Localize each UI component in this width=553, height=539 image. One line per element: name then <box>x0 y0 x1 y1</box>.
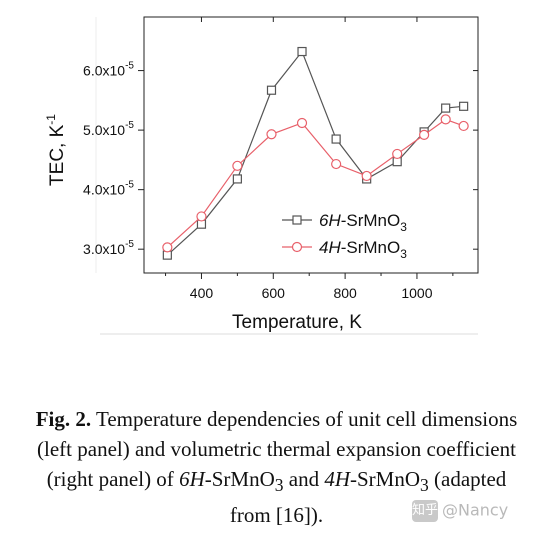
data-point-circle <box>196 211 207 222</box>
data-point-circle <box>331 158 342 170</box>
data-point-circle <box>266 129 277 140</box>
data-point-square <box>297 46 307 57</box>
y-tick-label: 5.0x10-5 <box>83 120 134 138</box>
y-tick-label: 6.0x10-5 <box>83 61 134 79</box>
y-tick-label: 4.0x10-5 <box>83 180 134 198</box>
x-tick-label: 800 <box>333 285 357 301</box>
legend-marker-circle <box>291 241 303 253</box>
y-axis-title: TEC, K-1 <box>44 114 68 186</box>
x-tick-label: 400 <box>190 285 214 301</box>
caption-species-2-sub: 3 <box>420 475 429 496</box>
data-point-circle <box>392 148 403 160</box>
series-line-2 <box>166 118 464 248</box>
legend-label: 6H-SrMnO3 <box>319 211 407 234</box>
data-point-circle <box>419 129 430 140</box>
data-point-circle <box>232 160 243 171</box>
data-point-square <box>459 101 469 111</box>
plot-frame <box>143 16 479 274</box>
tec-chart: 400 600 800 1000 3.0x10-5 4.0x10-5 5.0x10-5 6.0… <box>44 16 479 335</box>
caption-text-3: (adapted from [16]). <box>229 467 507 528</box>
data-point-square <box>266 85 277 95</box>
data-point-circle <box>458 120 469 132</box>
caption-label: Fig. 2. <box>35 407 92 431</box>
data-point-circle <box>162 242 173 253</box>
caption-species-2-italic: 4H <box>324 467 350 491</box>
caption-text-2: and <box>283 467 325 491</box>
zhihu-logo-icon: 知乎 <box>412 500 438 522</box>
data-point-circle <box>440 114 451 125</box>
figure-caption: Fig. 2. Temperature dependencies of unit… <box>30 404 523 530</box>
x-tick-label: 1000 <box>401 285 432 301</box>
data-point-square <box>232 174 242 184</box>
x-axis-title: Temperature, K <box>232 312 362 333</box>
caption-species-1-sub: 3 <box>274 475 284 496</box>
caption-species-1-italic: 6H <box>179 467 205 491</box>
data-point-square <box>331 134 341 144</box>
y-tick-label: 3.0x10-5 <box>83 239 134 257</box>
caption-species-1-rest: -SrMnO <box>204 467 275 491</box>
data-point-square <box>441 103 451 113</box>
caption-text-1: Temperature dependencies of unit cell di… <box>37 407 518 491</box>
data-point-circle <box>296 117 308 129</box>
series-line-1 <box>166 50 464 256</box>
x-tick-label: 600 <box>262 285 286 301</box>
legend-label: 4H-SrMnO3 <box>319 238 407 261</box>
data-point-circle <box>361 170 372 182</box>
watermark-text: @Nancy <box>442 500 509 520</box>
caption-species-2-rest: -SrMnO <box>350 467 421 491</box>
legend-marker-square <box>292 215 302 225</box>
watermark: 知乎 @Nancy <box>412 500 508 522</box>
